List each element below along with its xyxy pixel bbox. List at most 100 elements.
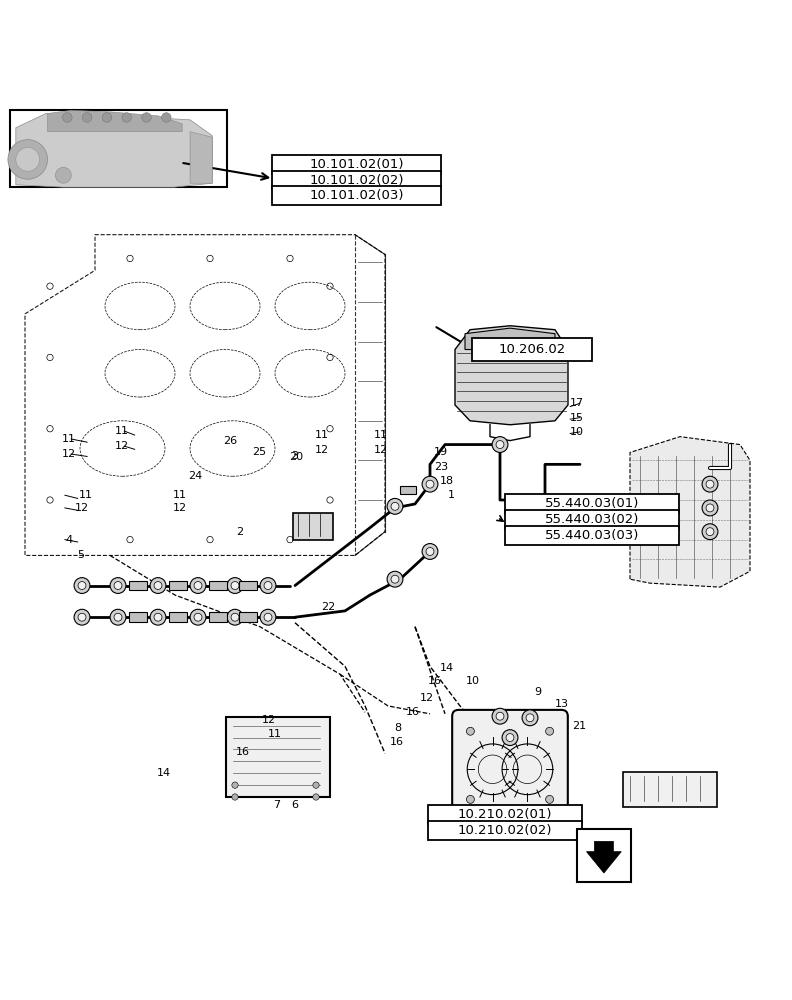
Circle shape (150, 578, 166, 593)
Text: 55.440.03(02): 55.440.03(02) (545, 513, 639, 526)
Circle shape (706, 504, 714, 512)
Circle shape (190, 578, 206, 593)
FancyBboxPatch shape (293, 513, 333, 540)
Circle shape (78, 613, 86, 621)
Text: 12: 12 (173, 503, 187, 513)
Circle shape (55, 167, 71, 183)
Text: 19: 19 (434, 447, 448, 457)
Polygon shape (16, 114, 212, 187)
Text: 14: 14 (440, 663, 454, 673)
Text: 12: 12 (115, 441, 129, 451)
Text: 12: 12 (420, 693, 434, 703)
Text: 16: 16 (236, 747, 250, 757)
Circle shape (260, 578, 276, 593)
Circle shape (522, 710, 538, 726)
FancyBboxPatch shape (452, 710, 568, 814)
FancyBboxPatch shape (505, 510, 679, 529)
Circle shape (422, 476, 438, 492)
Circle shape (8, 140, 48, 179)
Text: 12: 12 (62, 449, 76, 459)
Text: 18: 18 (440, 476, 454, 486)
Circle shape (74, 609, 90, 625)
Circle shape (260, 609, 276, 625)
FancyBboxPatch shape (209, 612, 227, 622)
Text: 21: 21 (572, 721, 586, 731)
Circle shape (122, 113, 131, 122)
Text: 11: 11 (315, 430, 329, 440)
Circle shape (702, 500, 718, 516)
FancyBboxPatch shape (239, 581, 257, 590)
FancyBboxPatch shape (428, 821, 582, 840)
Circle shape (82, 113, 92, 122)
Circle shape (110, 578, 126, 593)
Text: 20: 20 (289, 452, 303, 462)
Circle shape (422, 544, 438, 559)
Circle shape (227, 578, 243, 593)
Circle shape (63, 113, 72, 122)
Circle shape (231, 582, 239, 589)
Circle shape (194, 613, 202, 621)
Circle shape (154, 613, 162, 621)
Text: 9: 9 (534, 687, 541, 697)
FancyBboxPatch shape (272, 186, 441, 205)
FancyBboxPatch shape (239, 612, 257, 622)
Circle shape (194, 582, 202, 589)
Circle shape (492, 437, 508, 452)
Text: 15: 15 (570, 413, 584, 423)
Text: 24: 24 (188, 471, 203, 481)
Text: 55.440.03(03): 55.440.03(03) (545, 529, 639, 542)
Circle shape (16, 148, 40, 171)
FancyBboxPatch shape (505, 494, 679, 513)
Text: 4: 4 (65, 535, 72, 545)
Text: 14: 14 (157, 768, 171, 778)
Circle shape (496, 441, 504, 449)
Circle shape (74, 578, 90, 593)
Polygon shape (190, 132, 212, 183)
Circle shape (162, 113, 171, 122)
Text: 25: 25 (252, 447, 266, 457)
Text: 10: 10 (466, 676, 480, 686)
Text: 16: 16 (390, 737, 404, 747)
Circle shape (387, 498, 403, 514)
Circle shape (526, 714, 534, 722)
Text: 11: 11 (268, 729, 282, 739)
Circle shape (231, 613, 239, 621)
FancyBboxPatch shape (209, 581, 227, 590)
Text: 12: 12 (261, 715, 276, 725)
Polygon shape (630, 437, 750, 587)
Text: 10.210.02(02): 10.210.02(02) (458, 824, 553, 837)
Circle shape (102, 113, 112, 122)
Text: 16: 16 (406, 707, 420, 717)
Circle shape (492, 708, 508, 724)
Text: 10: 10 (570, 427, 584, 437)
FancyBboxPatch shape (129, 581, 147, 590)
FancyBboxPatch shape (294, 518, 314, 529)
Circle shape (546, 795, 554, 803)
Text: 10.101.02(03): 10.101.02(03) (309, 189, 404, 202)
FancyBboxPatch shape (129, 612, 147, 622)
Polygon shape (586, 841, 621, 873)
Circle shape (466, 727, 474, 735)
Circle shape (391, 575, 399, 583)
Polygon shape (48, 110, 182, 132)
Circle shape (702, 524, 718, 540)
Text: 11: 11 (115, 426, 129, 436)
Circle shape (78, 582, 86, 589)
Text: 6: 6 (291, 800, 299, 810)
FancyBboxPatch shape (226, 717, 330, 797)
Text: 11: 11 (374, 430, 388, 440)
Circle shape (313, 782, 319, 788)
Text: 10.206.02: 10.206.02 (499, 343, 565, 356)
Text: 10.101.02(01): 10.101.02(01) (309, 158, 404, 171)
Text: 26: 26 (223, 436, 238, 446)
Circle shape (232, 782, 238, 788)
FancyBboxPatch shape (272, 171, 441, 189)
Text: 11: 11 (62, 434, 76, 444)
Text: 17: 17 (570, 398, 584, 408)
FancyBboxPatch shape (623, 772, 717, 807)
Circle shape (114, 582, 122, 589)
Text: 2: 2 (236, 527, 243, 537)
FancyBboxPatch shape (169, 612, 187, 622)
Circle shape (154, 582, 162, 589)
Circle shape (496, 712, 504, 720)
